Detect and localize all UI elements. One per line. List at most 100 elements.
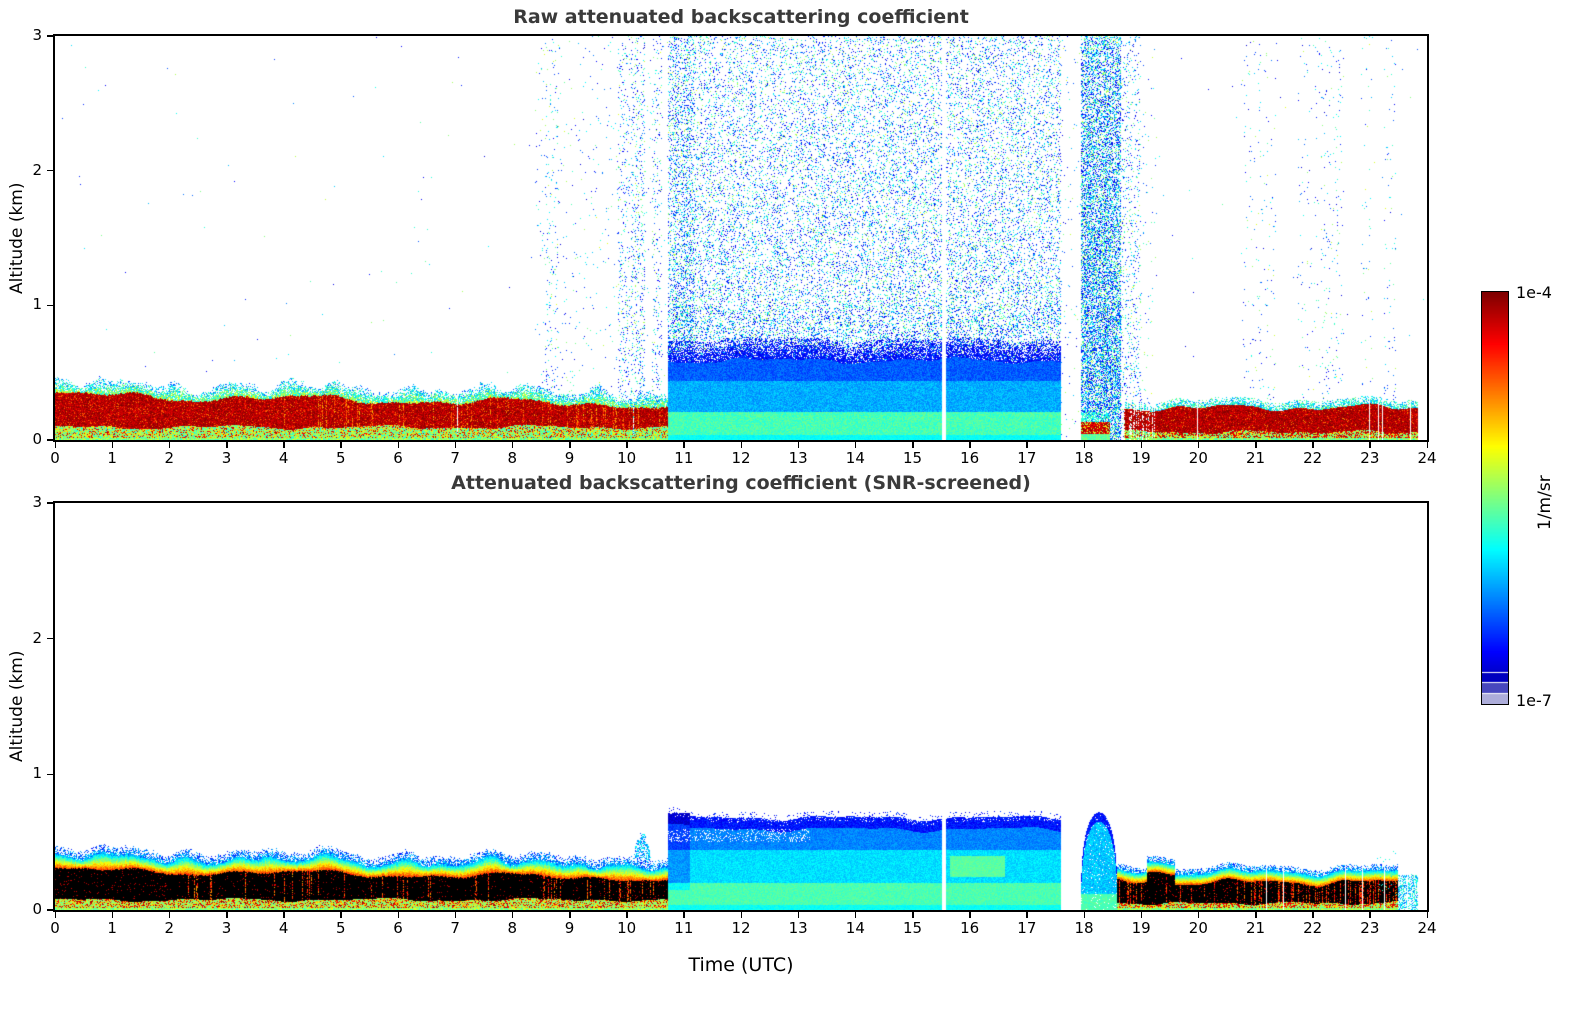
x-tick-mark [397,912,399,918]
panel1-plot-area [53,34,1429,442]
y-tick-label: 3 [32,26,42,44]
x-tick-mark [854,442,857,448]
x-tick-label: 4 [278,449,289,467]
x-tick-label: 3 [221,449,232,467]
x-tick-mark [511,912,514,918]
y-tick-label: 0 [32,430,42,448]
x-tick-mark [168,912,171,918]
panel2-y-axis-label: Altitude (km) [7,650,27,763]
colorbar-gradient [1482,292,1508,704]
x-tick-label: 17 [1017,449,1037,467]
x-tick-mark [1312,912,1314,918]
x-tick-mark [226,442,228,448]
y-tick-mark [47,637,53,640]
y-tick-mark [47,304,53,307]
x-tick-label: 24 [1417,449,1437,467]
x-tick-mark [340,912,342,918]
x-tick-mark [283,912,285,918]
x-tick-mark [1026,442,1028,448]
x-tick-mark [226,912,228,918]
x-tick-mark [626,442,628,448]
x-tick-mark [1083,912,1085,918]
x-tick-label: 5 [336,449,346,467]
y-tick-label: 2 [32,160,42,179]
raw-backscatter-heatmap [55,36,1427,440]
x-tick-label: 10 [617,449,637,467]
x-tick-label: 16 [960,919,980,937]
x-axis-label: Time (UTC) [688,954,794,976]
x-tick-label: 16 [960,449,980,467]
x-tick-label: 7 [450,919,460,937]
x-tick-label: 1 [107,919,117,937]
x-tick-label: 17 [1017,919,1037,937]
x-tick-label: 15 [902,919,923,937]
x-tick-label: 18 [1074,919,1094,937]
x-tick-mark [1255,442,1257,448]
y-tick-mark [47,773,53,776]
x-tick-mark [912,442,914,448]
x-tick-mark [1026,912,1028,918]
x-tick-label: 18 [1074,449,1094,467]
x-tick-mark [1197,442,1200,448]
x-tick-mark [1369,442,1371,448]
x-tick-label: 23 [1360,919,1380,937]
x-tick-label: 14 [845,919,865,937]
x-tick-label: 19 [1131,449,1151,467]
y-tick-label: 3 [32,493,42,511]
panel1-title: Raw attenuated backscattering coefficien… [513,6,969,28]
x-tick-label: 8 [507,449,518,467]
y-tick-mark [47,35,53,37]
x-tick-label: 13 [788,449,808,467]
x-tick-mark [283,442,285,448]
x-tick-label: 8 [507,919,518,937]
x-tick-mark [54,912,56,918]
y-tick-label: 2 [32,628,42,647]
x-tick-mark [683,442,685,448]
colorbar-min-label: 1e-7 [1516,691,1552,710]
x-tick-mark [969,442,971,448]
x-tick-label: 2 [164,449,175,467]
panel1-y-axis-label: Altitude (km) [7,182,27,294]
colorbar-units-label: 1/m/sr [1535,475,1555,531]
x-tick-mark [740,442,742,448]
x-tick-mark [797,442,800,448]
x-tick-label: 13 [788,919,808,937]
x-tick-label: 20 [1188,919,1208,937]
x-tick-mark [340,442,342,448]
y-tick-mark [47,909,53,911]
x-tick-mark [1197,912,1200,918]
x-tick-label: 9 [564,449,575,467]
x-tick-mark [912,912,914,918]
x-tick-mark [854,912,857,918]
x-tick-label: 12 [731,919,751,937]
x-tick-mark [1426,912,1428,918]
colorbar [1481,291,1509,705]
x-tick-mark [1140,442,1143,448]
x-tick-label: 11 [674,919,694,937]
x-tick-label: 11 [674,449,694,467]
x-tick-label: 21 [1245,449,1266,467]
x-tick-mark [1426,442,1428,448]
y-tick-mark [47,169,53,172]
x-tick-mark [626,912,628,918]
y-tick-label: 1 [32,764,42,783]
x-tick-mark [969,912,971,918]
y-tick-label: 1 [32,295,42,314]
panel2-title: Attenuated backscattering coefficient (S… [451,472,1031,494]
x-tick-mark [511,442,514,448]
x-tick-mark [740,912,742,918]
x-tick-mark [54,442,56,448]
x-tick-mark [569,912,571,918]
x-tick-label: 5 [336,919,346,937]
x-tick-mark [1369,912,1371,918]
colorbar-max-label: 1e-4 [1516,283,1552,302]
x-tick-mark [454,912,457,918]
x-tick-label: 4 [278,919,289,937]
x-tick-label: 6 [393,449,403,467]
x-tick-mark [1083,442,1085,448]
x-tick-mark [797,912,800,918]
panel2-plot-area [53,501,1429,912]
x-tick-label: 3 [221,919,232,937]
x-tick-label: 1 [107,449,117,467]
